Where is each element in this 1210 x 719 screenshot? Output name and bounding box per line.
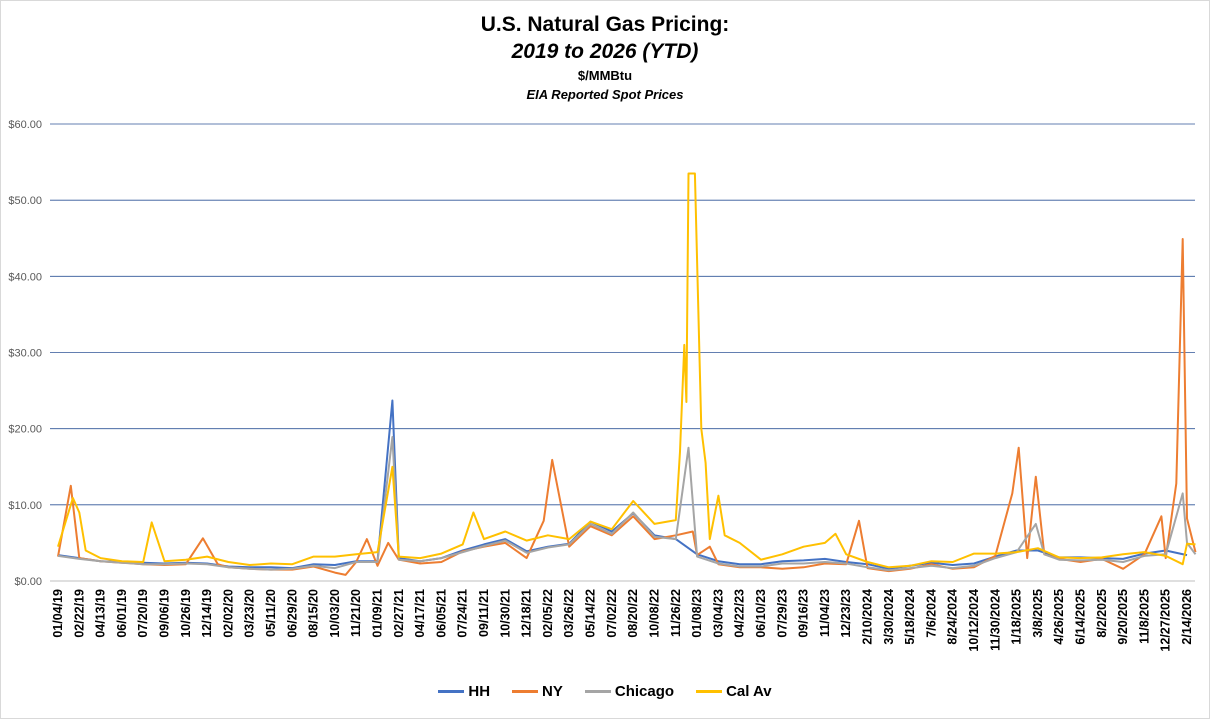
x-tick-label: 02/05/22 (541, 589, 555, 638)
x-tick-label: 06/01/19 (115, 589, 129, 638)
x-tick-label: 09/11/21 (477, 589, 491, 637)
y-tick-label: $0.00 (14, 576, 42, 588)
x-tick-label: 10/03/20 (328, 589, 342, 638)
legend-label: HH (468, 683, 491, 700)
y-tick-label: $40.00 (8, 271, 42, 283)
x-tick-label: 02/27/21 (392, 589, 406, 638)
series-line-ny (57, 238, 1197, 576)
y-tick-label: $60.00 (8, 119, 42, 131)
x-tick-label: 3/8/2025 (1031, 589, 1045, 638)
x-tick-label: 07/24/21 (456, 589, 470, 638)
x-tick-label: 12/18/21 (520, 589, 534, 638)
legend-item: Cal Av (696, 683, 772, 700)
x-tick-label: 11/26/22 (669, 589, 683, 637)
legend-label: Cal Av (726, 683, 772, 700)
x-tick-label: 07/20/19 (136, 589, 150, 638)
series-line-cal-av (57, 172, 1196, 569)
x-tick-label: 06/05/21 (434, 589, 448, 638)
x-tick-label: 08/15/20 (307, 589, 321, 638)
x-tick-label: 09/06/19 (158, 589, 172, 638)
x-tick-label: 03/26/22 (562, 589, 576, 638)
x-tick-label: 3/30/2024 (882, 589, 896, 645)
x-tick-label: 2/10/2024 (860, 589, 874, 645)
x-tick-label: 12/14/19 (200, 589, 214, 638)
x-tick-label: 11/30/2024 (988, 589, 1002, 651)
x-tick-label: 05/14/22 (584, 589, 598, 638)
x-tick-label: 04/17/21 (413, 589, 427, 638)
legend-item: Chicago (584, 683, 675, 700)
x-tick-label: 07/29/23 (775, 589, 789, 638)
x-tick-label: 01/04/19 (51, 589, 65, 638)
x-tick-label: 11/21/20 (349, 589, 363, 637)
x-tick-label: 08/20/22 (626, 589, 640, 638)
legend-item: HH (438, 683, 490, 700)
x-tick-label: 03/23/20 (243, 589, 257, 638)
y-tick-label: $10.00 (8, 500, 42, 512)
x-tick-label: 11/8/2025 (1137, 589, 1151, 644)
x-tick-label: 05/11/20 (264, 589, 278, 637)
x-tick-label: 4/26/2025 (1052, 589, 1066, 645)
x-tick-label: 2/14/2026 (1180, 589, 1194, 645)
x-tick-label: 03/04/23 (711, 589, 725, 638)
x-tick-label: 04/13/19 (94, 589, 108, 638)
x-tick-label: 8/2/2025 (1095, 589, 1109, 638)
x-tick-label: 06/10/23 (754, 589, 768, 638)
x-tick-label: 01/08/23 (690, 589, 704, 638)
legend-swatch (438, 690, 465, 693)
chart-subtitle: 2019 to 2026 (YTD) (511, 40, 699, 63)
y-tick-label: $20.00 (8, 424, 42, 436)
x-tick-label: 09/16/23 (797, 589, 811, 638)
chart-titles: U.S. Natural Gas Pricing: 2019 to 2026 (… (0, 12, 1210, 104)
chart-unit: $/MMBtu (577, 68, 633, 83)
legend-swatch (512, 690, 539, 693)
x-tick-label: 9/20/2025 (1116, 589, 1130, 645)
legend-item: NY (512, 683, 563, 700)
series-line-hh (57, 399, 1188, 570)
legend-swatch (696, 690, 723, 693)
x-tick-label: 12/23/23 (839, 589, 853, 638)
y-tick-label: $50.00 (8, 195, 42, 207)
x-tick-label: 07/02/22 (605, 589, 619, 638)
legend-label: Chicago (614, 683, 675, 700)
x-tick-label: 7/6/2024 (924, 589, 938, 638)
x-tick-label: 1/18/2025 (1010, 589, 1024, 645)
x-tick-label: 02/22/19 (72, 589, 86, 638)
x-tick-label: 12/27/2025 (1159, 589, 1173, 652)
chart-source: EIA Reported Spot Prices (526, 87, 684, 102)
x-tick-label: 6/14/2025 (1073, 589, 1087, 645)
chart-title: U.S. Natural Gas Pricing: (480, 13, 730, 36)
x-tick-label: 06/29/20 (285, 589, 299, 638)
chart-legend: HH NY Chicago Cal Av (0, 683, 1210, 700)
y-tick-label: $30.00 (8, 348, 42, 360)
x-tick-label: 5/18/2024 (903, 589, 917, 645)
series-line-chicago (57, 436, 1197, 572)
x-tick-label: 01/09/21 (371, 589, 385, 638)
x-tick-label: 10/26/19 (179, 589, 193, 638)
x-tick-label: 04/22/23 (733, 589, 747, 638)
x-tick-label: 10/12/2024 (967, 589, 981, 652)
x-tick-label: 10/30/21 (498, 589, 512, 638)
x-tick-label: 11/04/23 (818, 589, 832, 637)
x-tick-label: 8/24/2024 (946, 589, 960, 645)
x-tick-label: 02/02/20 (221, 589, 235, 638)
x-tick-label: 10/08/22 (647, 589, 661, 638)
legend-label: NY (542, 683, 563, 700)
legend-swatch (584, 690, 611, 693)
